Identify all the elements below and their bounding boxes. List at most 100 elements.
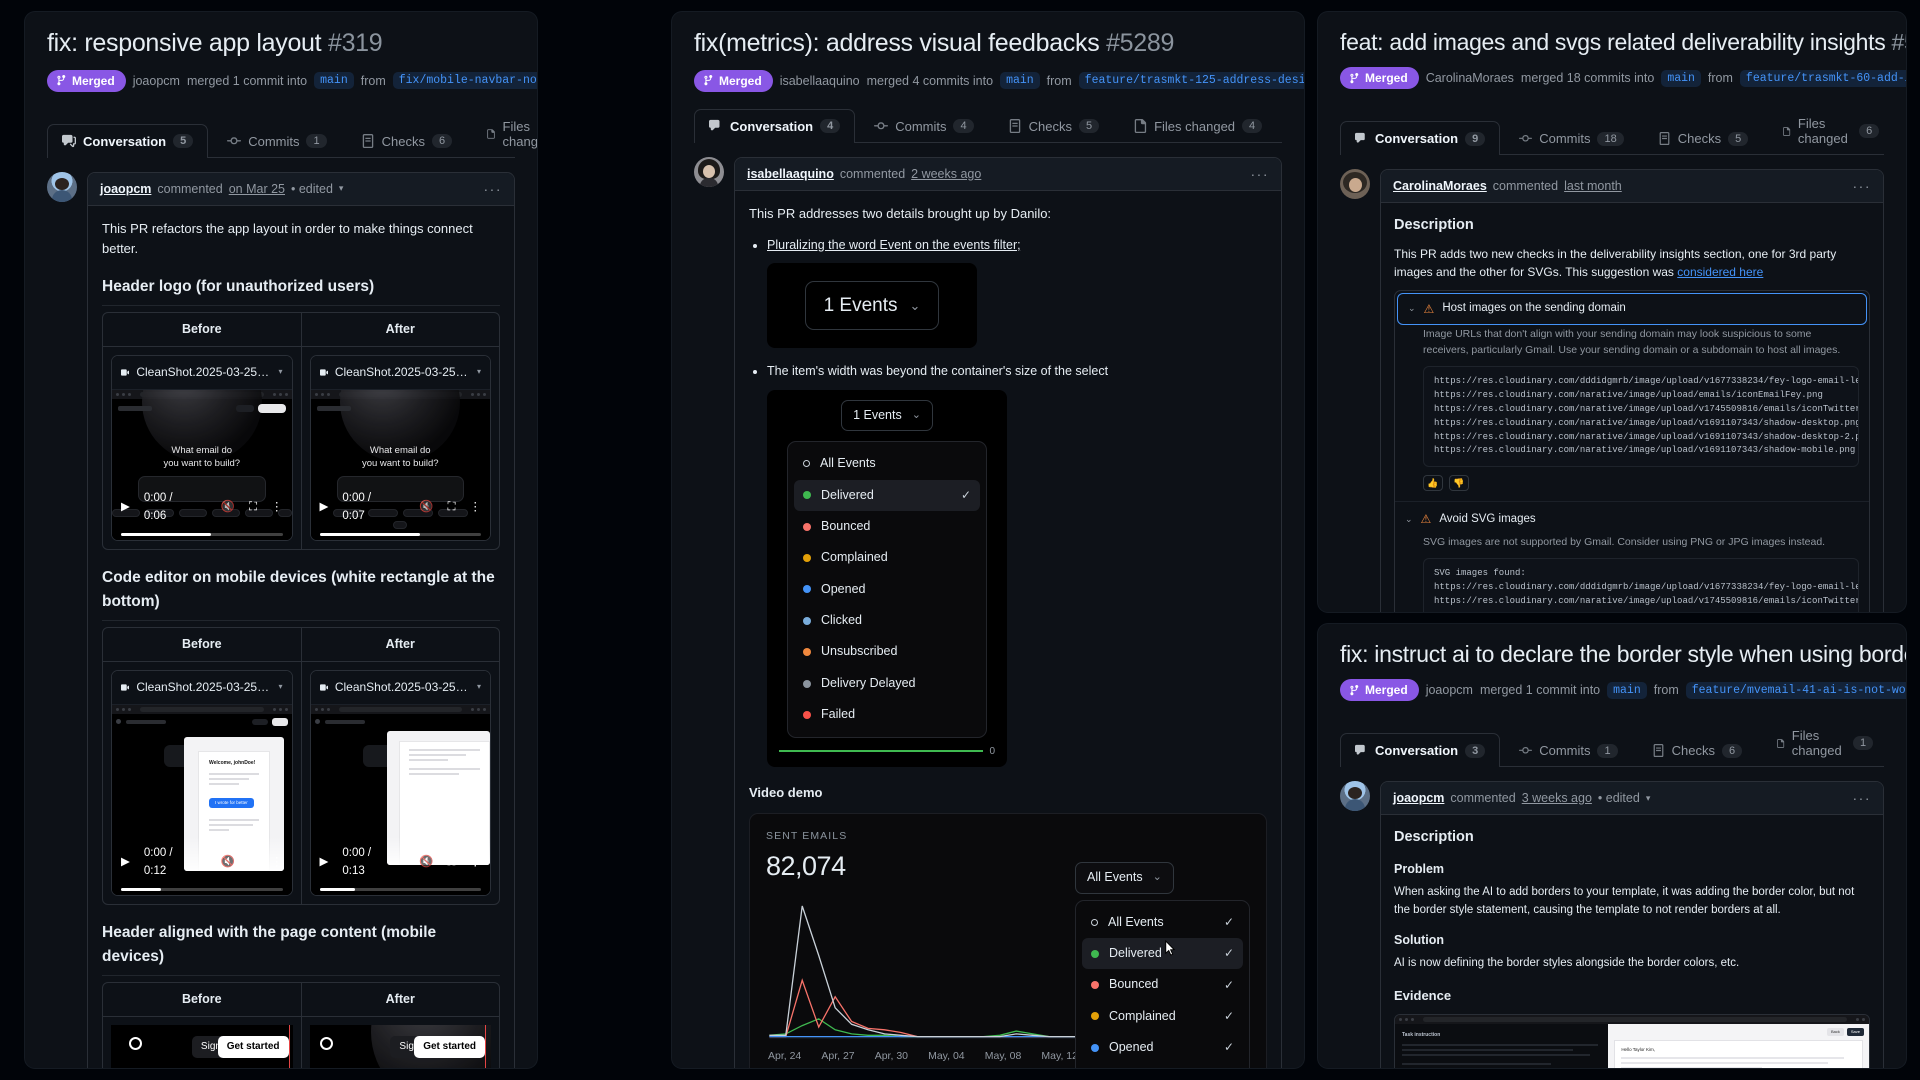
merged-by[interactable]: joaopcm [1425,683,1473,698]
menu-item-delivery-delayed[interactable]: Delivery Delayed [794,668,980,699]
video-player[interactable]: CleanShot.2025-03-25.at.19.24.23.mp4 ▾ [111,670,293,896]
mute-icon[interactable]: 🔇 [220,501,235,514]
chart-events-filter[interactable]: All Events ⌄ [1075,862,1174,894]
mute-icon[interactable]: 🔇 [220,856,235,869]
events-select-large[interactable]: 1 Events ⌄ [804,281,940,331]
chevron-down-icon[interactable]: ▾ [278,367,283,377]
video-controls[interactable]: ▶ 0:00 / 0:12 🔇 ⛶ ⋮ [112,839,292,895]
tab-commits[interactable]: Commits 4 [859,109,988,143]
avatar[interactable] [694,156,724,187]
comment-edited[interactable]: • edited [1597,791,1640,806]
menu-item-unsubscribed[interactable]: Unsubscribed [794,636,980,667]
video-scrubber[interactable] [319,887,481,891]
chevron-down-icon[interactable]: ▾ [476,367,481,377]
mute-icon[interactable]: 🔇 [419,856,434,869]
base-branch-chip[interactable]: main [1661,69,1701,87]
video-menu-icon[interactable]: ⋮ [469,501,482,514]
get-started-button[interactable]: Get started [217,1036,289,1058]
menu-item-complained[interactable]: Complained ✓ [1082,1001,1243,1032]
comment-author[interactable]: joaopcm [1393,791,1445,806]
fullscreen-icon[interactable]: ⛶ [248,856,257,869]
video-controls[interactable]: ▶ 0:00 / 0:06 🔇 ⛶ ⋮ [112,484,292,540]
tab-commits[interactable]: Commits 1 [212,124,341,158]
head-branch-chip[interactable]: feature/mvemail-41-ai-is-not-working-pro… [1685,681,1906,699]
video-scrubber[interactable] [319,532,481,536]
comment-date[interactable]: on Mar 25 [228,181,285,196]
tab-conversation[interactable]: Conversation 5 [47,123,209,158]
video-scrubber[interactable] [121,887,283,891]
tab-files-changed[interactable]: Files changed 6 [1767,106,1894,155]
video-stage[interactable]: ▶ 0:00 / 0:13 🔇 ⛶ ⋮ [310,704,491,895]
menu-item-opened[interactable]: Opened [794,574,980,605]
video-player[interactable]: CleanShot.2025-03-25.at.19.19.23.mp4 ▾ [309,355,491,541]
base-branch-chip[interactable]: main [1000,72,1040,89]
fullscreen-icon[interactable]: ⛶ [248,501,257,514]
head-branch-chip[interactable]: fix/mobile-navbar-non-authenticated [392,72,537,89]
menu-item-all-events[interactable]: All Events [794,448,980,479]
get-started-button[interactable]: Get started [414,1036,485,1058]
avatar[interactable] [1340,781,1370,812]
menu-item-delivered[interactable]: Delivered ✓ [1082,937,1243,970]
menu-item-opened[interactable]: Opened ✓ [1082,1032,1243,1063]
tab-conversation[interactable]: Conversation 9 [1340,121,1501,156]
tab-commits[interactable]: Commits 1 [1504,733,1632,767]
thumbs-up-icon[interactable]: 👍 [1423,475,1443,492]
tab-checks[interactable]: Checks 5 [1643,121,1763,155]
menu-item-all-events[interactable]: All Events ✓ [1082,907,1243,938]
chart-events-dropdown[interactable]: All Events ✓ Delivered ✓ Bounced ✓ Complain… [1075,899,1250,1068]
evidence-screenshot[interactable]: Task instruction Back Save [1394,1013,1870,1068]
merged-by[interactable]: joaopcm [132,73,180,88]
events-dropdown-menu[interactable]: All Events Delivered ✓ Bounced Complained… [787,441,987,738]
video-stage[interactable]: What email do you want to build? ▶ [112,389,292,540]
fullscreen-icon[interactable]: ⛶ [447,501,456,514]
play-icon[interactable]: ▶ [319,856,329,869]
insight-header[interactable]: ⌄ ⚠ Host images on the sending domain [1397,292,1867,326]
comment-edited[interactable]: • edited [291,181,333,196]
tab-files-changed[interactable]: Files changed 13 [471,109,537,158]
video-player[interactable]: CleanShot.2025-03-25.at.19.18.44.mp4 ▾ [111,355,293,541]
chevron-down-icon[interactable]: ▾ [278,682,283,692]
comment-author[interactable]: joaopcm [100,181,152,196]
tab-files-changed[interactable]: Files changed 4 [1118,109,1277,143]
video-controls[interactable]: ▶ 0:00 / 0:13 🔇 ⛶ ⋮ [311,839,491,895]
head-branch-chip[interactable]: feature/trasmkt-125-address-design-visua… [1078,72,1304,89]
merged-by[interactable]: isabellaaquino [779,73,860,88]
tab-conversation[interactable]: Conversation 3 [1340,733,1501,768]
comment-menu-icon[interactable]: ··· [1852,790,1871,807]
menu-item-clicked[interactable]: Clicked✓ [1082,1063,1243,1068]
thumbs-down-icon[interactable]: 👎 [1449,475,1469,492]
video-menu-icon[interactable]: ⋮ [271,501,283,514]
chevron-down-icon[interactable]: ⌄ [1405,513,1413,524]
tab-files-changed[interactable]: Files changed 1 [1761,718,1888,767]
tab-commits[interactable]: Commits 18 [1504,121,1639,155]
video-menu-icon[interactable]: ⋮ [271,856,283,869]
menu-item-clicked[interactable]: Clicked [794,605,980,636]
tab-checks[interactable]: Checks 5 [993,109,1114,143]
avatar[interactable] [47,171,77,202]
video-stage[interactable]: What email do you want to build? [310,389,491,540]
comment-menu-icon[interactable]: ··· [1852,178,1871,195]
menu-item-bounced[interactable]: Bounced ✓ [1082,969,1243,1000]
merged-by[interactable]: CarolinaMoraes [1425,71,1514,86]
comment-author[interactable]: isabellaaquino [747,166,834,181]
insight-header[interactable]: ⌄ ⚠ Avoid SVG images [1395,501,1869,535]
chevron-down-icon[interactable]: ▾ [476,682,481,692]
comment-menu-icon[interactable]: ··· [483,180,502,197]
comment-date[interactable]: 2 weeks ago [911,166,982,181]
video-stage[interactable]: Welcome, johnDoe! I wrote for better [112,704,292,895]
base-branch-chip[interactable]: main [1607,681,1647,699]
video-controls[interactable]: ▶ 0:00 / 0:07 🔇 ⛶ ⋮ [311,484,491,540]
chevron-down-icon[interactable]: ▾ [338,183,344,193]
menu-item-delivered[interactable]: Delivered ✓ [794,479,980,511]
tab-conversation[interactable]: Conversation 4 [694,108,856,143]
play-icon[interactable]: ▶ [319,501,329,514]
tab-checks[interactable]: Checks 6 [1637,733,1757,767]
menu-item-failed[interactable]: Failed [794,699,980,730]
chevron-down-icon[interactable]: ⌄ [1408,303,1416,314]
menu-item-complained[interactable]: Complained [794,542,980,573]
comment-date[interactable]: last month [1564,179,1622,194]
mute-icon[interactable]: 🔇 [419,501,434,514]
play-icon[interactable]: ▶ [121,501,130,514]
comment-menu-icon[interactable]: ··· [1250,165,1269,182]
comment-author[interactable]: CarolinaMoraes [1393,179,1487,194]
